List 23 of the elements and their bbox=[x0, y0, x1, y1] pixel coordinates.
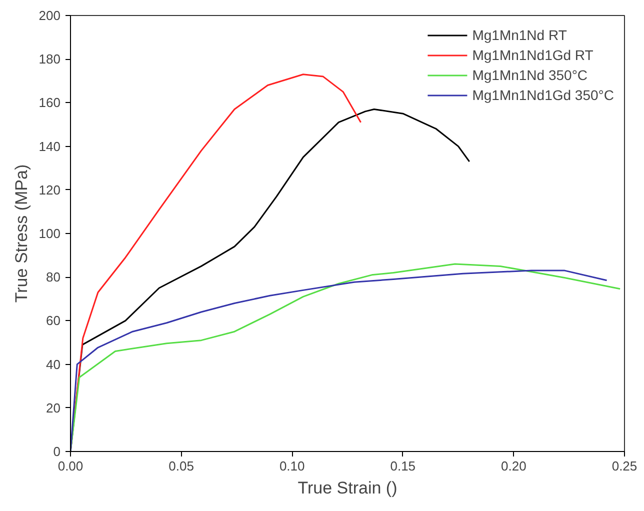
x-tick-label: 0.15 bbox=[390, 458, 416, 474]
y-tick-label: 160 bbox=[38, 95, 61, 110]
y-tick-label: 200 bbox=[38, 8, 61, 23]
legend-label: Mg1Mn1Nd1Gd 350°C bbox=[472, 87, 614, 103]
y-tick-label: 20 bbox=[46, 400, 61, 416]
legend-label: Mg1Mn1Nd 350°C bbox=[472, 67, 588, 83]
y-tick-label: 40 bbox=[46, 356, 61, 372]
y-tick-label: 80 bbox=[46, 270, 61, 285]
legend-label: Mg1Mn1Nd1Gd RT bbox=[472, 47, 594, 63]
x-tick-label: 0.20 bbox=[501, 458, 526, 474]
x-tick-label: 0.00 bbox=[58, 458, 84, 474]
y-tick-label: 140 bbox=[38, 138, 61, 154]
x-axis-title: True Strain () bbox=[298, 478, 398, 498]
y-tick-label: 100 bbox=[38, 226, 61, 241]
x-tick-label: 0.05 bbox=[168, 458, 194, 474]
y-tick-label: 180 bbox=[38, 52, 61, 67]
legend-label: Mg1Mn1Nd RT bbox=[472, 27, 567, 43]
x-tick-label: 0.10 bbox=[279, 458, 305, 474]
y-tick-label: 60 bbox=[46, 313, 61, 328]
y-axis-title: True Stress (MPa) bbox=[12, 164, 31, 303]
y-tick-label: 120 bbox=[38, 182, 61, 198]
y-tick-label: 0 bbox=[53, 444, 61, 459]
x-tick-label: 0.25 bbox=[612, 458, 638, 474]
